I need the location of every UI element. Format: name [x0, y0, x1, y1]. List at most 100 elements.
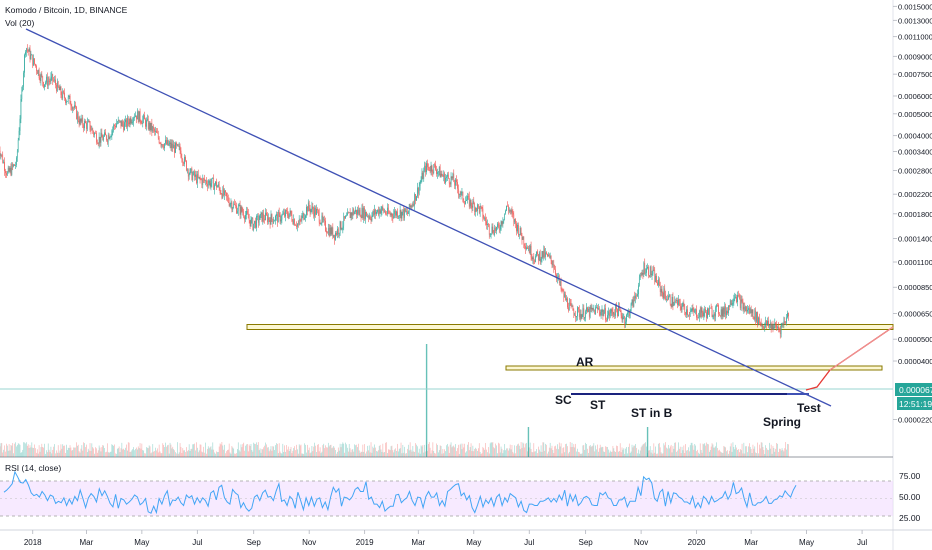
candle-body — [371, 215, 373, 221]
volume-bar — [726, 451, 727, 457]
volume-bar — [257, 444, 258, 457]
candle-body — [692, 308, 694, 311]
time-axis[interactable]: 2018 Mar May Jul Sep Nov 2019 Mar May Jul Sep Nov 20… — [24, 530, 868, 547]
candle-body — [707, 308, 708, 318]
candle-body — [101, 132, 103, 138]
candle-body — [22, 86, 24, 90]
volume-bar — [325, 445, 326, 457]
volume-bar — [14, 443, 15, 457]
volume-bar — [658, 443, 659, 457]
volume-bar — [135, 448, 136, 457]
candle-body — [469, 199, 471, 207]
candle-body — [226, 192, 227, 197]
candle-body — [269, 219, 271, 225]
volume-bar — [655, 446, 656, 457]
candle-body — [532, 257, 534, 259]
candle-body — [654, 270, 656, 282]
volume-bar — [220, 444, 222, 457]
candle-body — [377, 209, 379, 215]
volume-bar — [565, 444, 566, 457]
candle-body — [525, 246, 526, 249]
volume-bar — [488, 453, 490, 457]
candle-body — [374, 209, 375, 215]
candle-body — [298, 219, 300, 225]
candle-body — [257, 215, 258, 217]
volume-bar — [578, 451, 579, 457]
volume-bar — [691, 442, 693, 457]
candle-body — [82, 117, 84, 126]
volume-bar — [161, 453, 163, 457]
volume-bar — [521, 447, 523, 457]
candle-body — [267, 214, 268, 223]
candle-body — [287, 215, 289, 219]
candle-body — [613, 313, 615, 315]
volume-bar — [167, 445, 168, 457]
volume-bar — [236, 453, 237, 457]
volume-bar — [218, 446, 220, 457]
candle-body — [321, 215, 323, 224]
candle-body — [370, 218, 372, 221]
volume-bar — [758, 453, 759, 457]
candle-body — [686, 309, 687, 315]
volume-bar — [610, 451, 612, 457]
volume-bar — [588, 452, 589, 457]
candle-body — [227, 197, 229, 202]
volume-bar — [525, 443, 526, 457]
candle-body — [93, 131, 94, 135]
candle-body — [721, 309, 723, 317]
candle-body — [499, 229, 501, 230]
volume-bar — [337, 451, 338, 457]
candle-body — [663, 288, 665, 299]
volume-bar — [501, 448, 503, 457]
volume-bar — [356, 444, 357, 457]
candle-body — [404, 208, 405, 218]
volume-bar — [436, 443, 437, 457]
candle-body — [648, 266, 649, 276]
time-tick-label: 2020 — [688, 538, 706, 547]
price-tick-label: 0.0004000 — [898, 132, 932, 141]
volume-bar — [600, 447, 602, 457]
volume-bar — [496, 445, 497, 457]
volume-bar — [76, 442, 77, 457]
candle-body — [53, 80, 54, 81]
volume-bar — [52, 449, 54, 457]
volume-bar — [387, 449, 389, 457]
volume-bar — [357, 447, 358, 457]
candle-body — [154, 128, 155, 132]
volume-bar — [147, 448, 149, 457]
candle-body — [330, 227, 332, 235]
volume-bar — [490, 442, 492, 457]
volume-bar — [518, 443, 519, 457]
candle-body — [132, 121, 134, 123]
candle-body — [76, 106, 77, 119]
candle-body — [41, 74, 43, 77]
candle-body — [578, 307, 579, 310]
candle-body — [549, 255, 551, 257]
candle-body — [455, 179, 456, 186]
volume-bar — [466, 451, 467, 457]
price-tick-label: 0.0007500 — [898, 70, 932, 79]
candle-body — [430, 165, 432, 172]
volume-bar — [313, 446, 315, 457]
volume-bar — [567, 446, 568, 457]
volume-bar — [648, 450, 649, 457]
volume-bar — [133, 447, 134, 457]
volume-bar — [581, 453, 583, 457]
volume-bar — [484, 449, 486, 457]
volume-bar — [71, 450, 73, 457]
candle-body — [612, 311, 614, 315]
volume-bar — [730, 443, 732, 457]
volume-bar — [279, 451, 281, 457]
candle-body — [192, 174, 194, 181]
candle-body — [609, 313, 611, 317]
volume-bar — [3, 449, 4, 457]
price-scale[interactable]: 0.00150000.00130000.00110000.00090000.00… — [893, 2, 932, 425]
candle-body — [598, 308, 599, 310]
volume-bar — [606, 446, 607, 457]
volume-bar — [608, 452, 610, 457]
volume-bar — [628, 443, 630, 457]
volume-bar — [723, 445, 725, 457]
volume-bar — [63, 445, 64, 457]
volume-bar — [764, 453, 766, 457]
candle-body — [135, 115, 136, 117]
